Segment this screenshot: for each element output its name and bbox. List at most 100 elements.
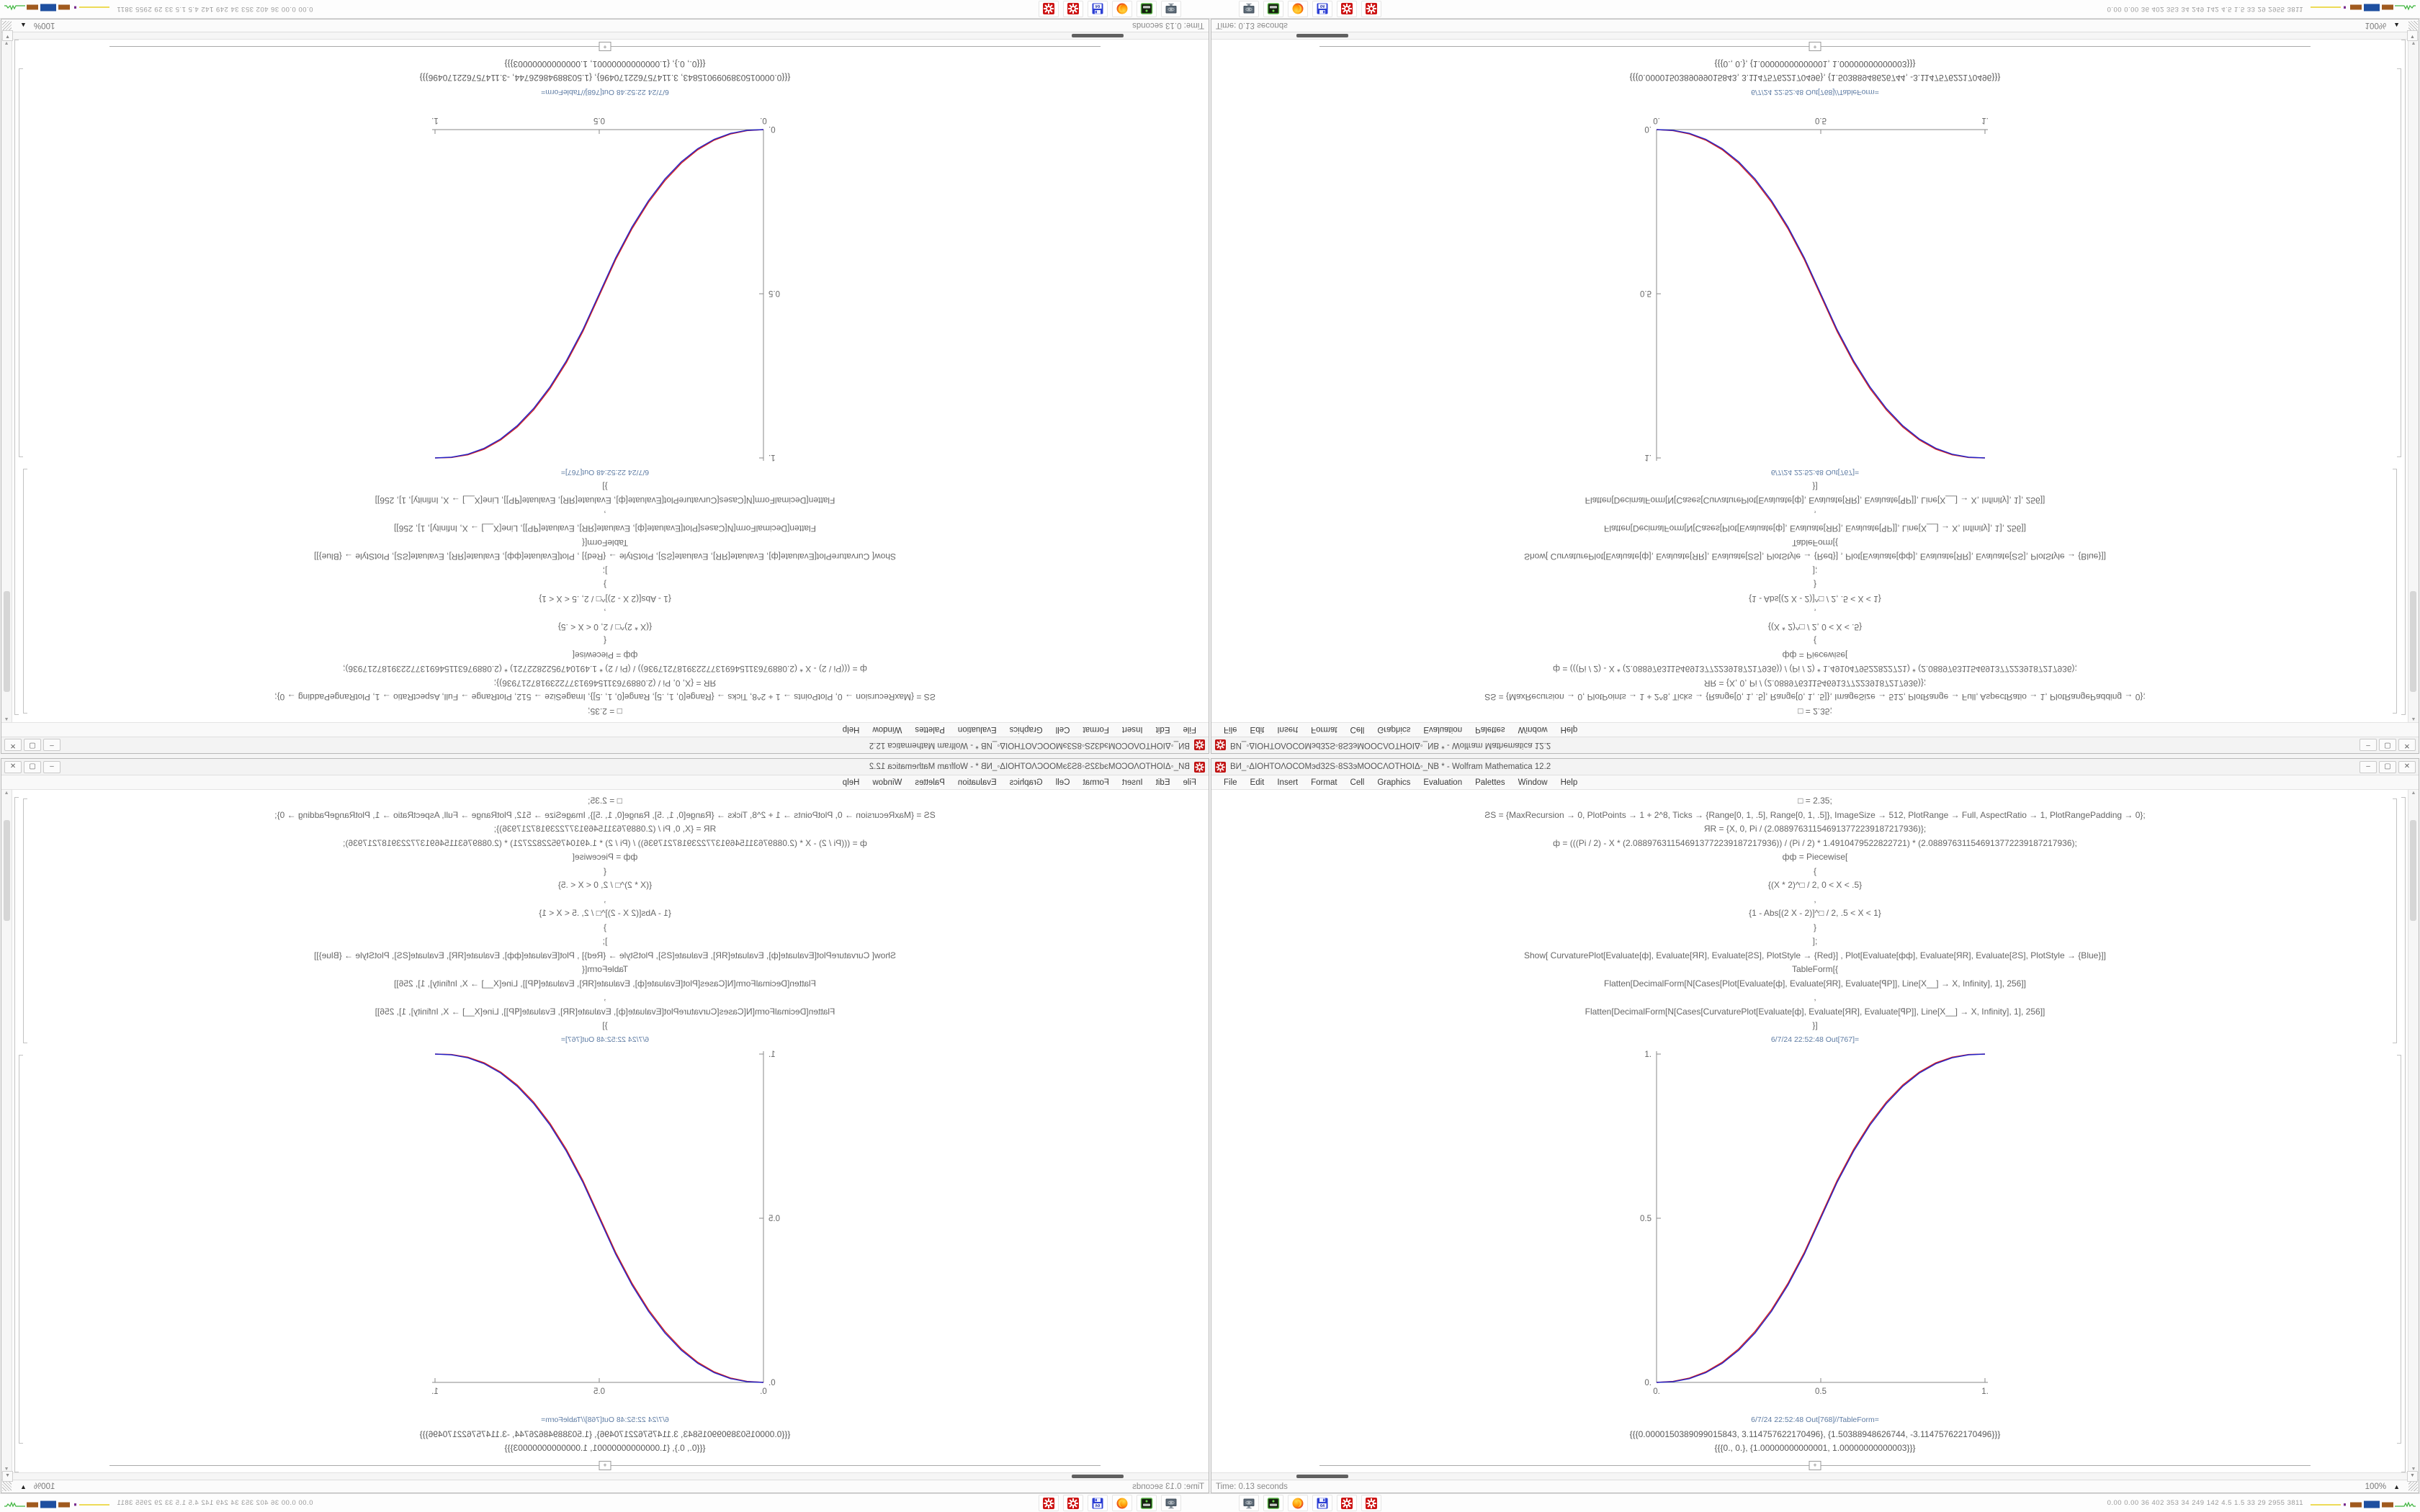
scroll-up-icon[interactable]: ▲ <box>4 716 9 721</box>
maximize-button[interactable]: ▢ <box>24 760 41 773</box>
menu-palettes[interactable]: Palettes <box>915 778 945 787</box>
scroll-down-icon[interactable]: ▼ <box>2411 40 2416 45</box>
cell-bracket-input[interactable] <box>2392 469 2397 714</box>
menu-graphics[interactable]: Graphics <box>1377 725 1411 734</box>
close-button[interactable]: ✕ <box>4 739 22 752</box>
menu-help[interactable]: Help <box>842 725 860 734</box>
menu-evaluation[interactable]: Evaluation <box>1423 725 1463 734</box>
input-cell-code[interactable]: □ = 2.35; ƧS = {MaxRecursion → 0, PlotPoi… <box>1312 790 2318 1033</box>
close-button[interactable]: ✕ <box>4 760 22 773</box>
menu-edit[interactable]: Edit <box>1250 725 1265 734</box>
menu-file[interactable]: File <box>1224 725 1237 734</box>
resize-grip[interactable] <box>2 21 12 30</box>
taskbar-button-firefox-icon[interactable] <box>1112 1495 1132 1511</box>
horizontal-scrollbar-thumb[interactable] <box>1296 1475 1348 1478</box>
maximize-button[interactable]: ▢ <box>2379 760 2396 773</box>
taskbar-button-green-drive-icon[interactable] <box>1137 1495 1157 1511</box>
taskbar-button-monitor-gamepad-icon[interactable] <box>1161 1495 1181 1511</box>
cell-bracket-output-group[interactable] <box>19 1055 24 1444</box>
scrollbar-corner-dropdown-icon[interactable]: ▼ <box>2 30 13 41</box>
cell-bracket-output-group[interactable] <box>19 68 24 457</box>
cell-insertion-bar[interactable]: + <box>1319 1460 2311 1470</box>
maximize-button[interactable]: ▢ <box>2379 739 2396 752</box>
scroll-up-icon[interactable]: ▲ <box>2411 716 2416 721</box>
maximize-button[interactable]: ▢ <box>24 739 41 752</box>
vertical-scrollbar-thumb[interactable] <box>4 820 10 921</box>
taskbar-button-red-gear-icon[interactable] <box>1361 1 1381 17</box>
menu-palettes[interactable]: Palettes <box>1475 778 1505 787</box>
menu-insert[interactable]: Insert <box>1277 725 1299 734</box>
horizontal-scrollbar-thumb[interactable] <box>1072 34 1124 37</box>
cell-bracket-output-group[interactable] <box>2396 1055 2401 1444</box>
taskbar-button-monitor-gamepad-icon[interactable] <box>1239 1495 1259 1511</box>
close-button[interactable]: ✕ <box>2398 739 2416 752</box>
menu-graphics[interactable]: Graphics <box>1377 778 1411 787</box>
magnification-menu-icon[interactable]: ▲ <box>20 22 27 30</box>
vertical-scrollbar[interactable]: ▲ ▼ <box>2408 790 2419 1472</box>
menu-format[interactable]: Format <box>1083 778 1109 787</box>
minimize-button[interactable]: – <box>43 760 60 773</box>
vertical-scrollbar-thumb[interactable] <box>4 591 10 692</box>
magnification-menu-icon[interactable]: ▲ <box>2393 1482 2400 1490</box>
insert-cell-plus-icon[interactable]: + <box>599 42 611 52</box>
horizontal-scrollbar[interactable]: ▼ <box>1 30 1209 41</box>
taskbar-button-floppy-64-icon[interactable]: 64 <box>1088 1495 1108 1511</box>
taskbar-button-red-gear-icon[interactable] <box>1361 1495 1381 1511</box>
taskbar-button-monitor-gamepad-icon[interactable] <box>1239 1 1259 17</box>
resize-grip[interactable] <box>2 1482 12 1491</box>
menu-window[interactable]: Window <box>872 778 902 787</box>
menu-edit[interactable]: Edit <box>1155 778 1170 787</box>
scroll-up-icon[interactable]: ▲ <box>2411 791 2416 796</box>
taskbar-button-red-gear-icon[interactable] <box>1039 1495 1059 1511</box>
input-cell-code[interactable]: □ = 2.35; ƧS = {MaxRecursion → 0, PlotPoi… <box>102 790 1108 1033</box>
menu-palettes[interactable]: Palettes <box>1475 725 1505 734</box>
window-titlebar[interactable]: ВИ_◦ΔΙΟΗΤΟΛΟСОМэd32S◦8S3эМООСΛΟΤΗΟΙΔ◦_NB… <box>1211 737 2419 753</box>
magnification-level[interactable]: 100% <box>2365 1482 2387 1491</box>
menu-cell[interactable]: Cell <box>1350 725 1365 734</box>
menu-graphics[interactable]: Graphics <box>1009 778 1043 787</box>
menu-cell[interactable]: Cell <box>1055 778 1070 787</box>
taskbar-button-green-drive-icon[interactable] <box>1263 1 1283 17</box>
minimize-button[interactable]: – <box>2360 760 2377 773</box>
cell-insertion-bar[interactable]: + <box>109 1460 1101 1470</box>
window-titlebar[interactable]: ВИ_◦ΔΙΟΗΤΟΛΟСОМэd32S◦8S3эМООСΛΟΤΗΟΙΔ◦_NB… <box>1211 759 2419 775</box>
menu-insert[interactable]: Insert <box>1121 778 1143 787</box>
menu-help[interactable]: Help <box>842 778 860 787</box>
menu-format[interactable]: Format <box>1311 725 1337 734</box>
scroll-down-icon[interactable]: ▼ <box>4 40 9 45</box>
taskbar-button-firefox-icon[interactable] <box>1288 1 1308 17</box>
menu-help[interactable]: Help <box>1560 778 1578 787</box>
menu-edit[interactable]: Edit <box>1155 725 1170 734</box>
magnification-level[interactable]: 100% <box>2365 21 2387 30</box>
window-titlebar[interactable]: ВИ_◦ΔΙΟΗΤΟΛΟСОМэd32S◦8S3эМООСΛΟΤΗΟΙΔ◦_NB… <box>1 737 1209 753</box>
taskbar-button-monitor-gamepad-icon[interactable] <box>1161 1 1181 17</box>
taskbar-button-floppy-64-icon[interactable]: 64 <box>1088 1 1108 17</box>
insert-cell-plus-icon[interactable]: + <box>1809 1460 1821 1470</box>
scrollbar-corner-dropdown-icon[interactable]: ▼ <box>2 1471 13 1482</box>
magnification-menu-icon[interactable]: ▲ <box>20 1482 27 1490</box>
menu-file[interactable]: File <box>1183 725 1196 734</box>
cell-insertion-bar[interactable]: + <box>1319 42 2311 52</box>
scroll-up-icon[interactable]: ▲ <box>4 791 9 796</box>
magnification-level[interactable]: 100% <box>33 1482 55 1491</box>
window-titlebar[interactable]: ВИ_◦ΔΙΟΗΤΟΛΟСОМэd32S◦8S3эМООСΛΟΤΗΟΙΔ◦_NB… <box>1 759 1209 775</box>
menu-evaluation[interactable]: Evaluation <box>1423 778 1463 787</box>
cell-group-bracket[interactable] <box>2401 40 2406 715</box>
menu-file[interactable]: File <box>1183 778 1196 787</box>
insert-cell-plus-icon[interactable]: + <box>599 1460 611 1470</box>
menu-window[interactable]: Window <box>872 725 902 734</box>
menu-help[interactable]: Help <box>1560 725 1578 734</box>
vertical-scrollbar[interactable]: ▲ ▼ <box>1 40 12 722</box>
menu-insert[interactable]: Insert <box>1121 725 1143 734</box>
vertical-scrollbar[interactable]: ▲ ▼ <box>2408 40 2419 722</box>
menu-window[interactable]: Window <box>1518 778 1548 787</box>
menu-cell[interactable]: Cell <box>1350 778 1365 787</box>
horizontal-scrollbar[interactable]: ▼ <box>1 1471 1209 1482</box>
menu-window[interactable]: Window <box>1518 725 1548 734</box>
horizontal-scrollbar[interactable]: ▼ <box>1211 1471 2419 1482</box>
cell-bracket-input[interactable] <box>23 469 28 714</box>
scroll-down-icon[interactable]: ▼ <box>2411 1467 2416 1472</box>
taskbar-button-green-drive-icon[interactable] <box>1263 1495 1283 1511</box>
taskbar-button-red-gear-icon[interactable] <box>1337 1495 1357 1511</box>
cell-group-bracket[interactable] <box>2401 797 2406 1472</box>
